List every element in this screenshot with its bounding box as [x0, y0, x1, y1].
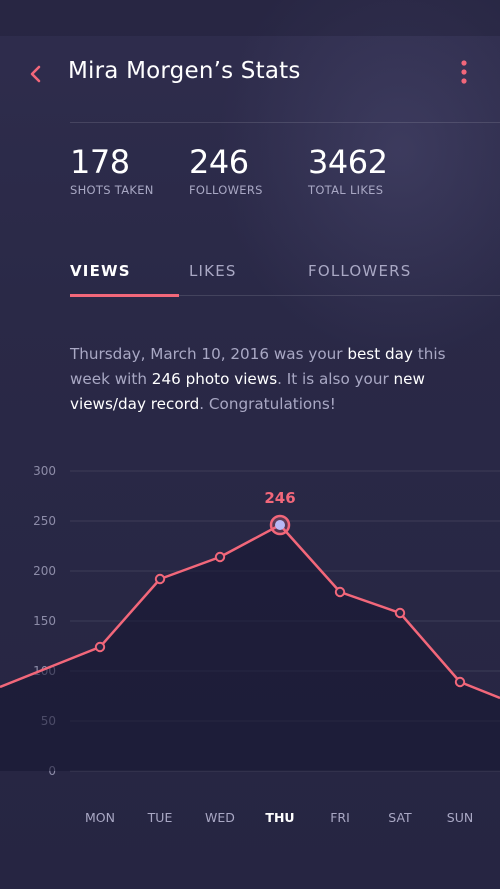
data-label: 246: [264, 489, 295, 507]
message-text: Thursday, March 10, 2016 was your: [70, 345, 348, 363]
stat-label: TOTAL LIKES: [308, 183, 384, 197]
data-point: [394, 607, 406, 619]
message-highlight: 246 photo views: [151, 370, 278, 388]
data-point: [454, 676, 466, 688]
stat-value: 246: [189, 143, 249, 181]
tab-views[interactable]: VIEWS: [70, 262, 131, 280]
x-tick-label: MON: [85, 810, 115, 825]
views-line-chart: 050100150200250300246MONTUEWEDTHUFRISATS…: [0, 464, 500, 825]
x-tick-label: SAT: [388, 810, 412, 825]
stat-label: FOLLOWERS: [189, 183, 263, 197]
page-title: Mira Morgen’s Stats: [68, 58, 301, 84]
stat-value: 3462: [308, 143, 388, 181]
stat-label: SHOTS TAKEN: [70, 183, 154, 197]
y-tick-label: 300: [33, 464, 56, 478]
data-point: [94, 641, 106, 653]
series-area: [0, 525, 500, 771]
more-vertical-icon[interactable]: [454, 58, 474, 90]
x-tick-label: WED: [205, 810, 235, 825]
stat-shots-taken: 178 SHOTS TAKEN: [70, 143, 154, 197]
stat-total-likes: 3462 TOTAL LIKES: [308, 143, 388, 197]
message-text: . Congratulations!: [199, 395, 336, 413]
best-day-message: Thursday, March 10, 2016 was your best d…: [70, 342, 470, 417]
x-tick-label: FRI: [330, 810, 350, 825]
data-point: [154, 573, 166, 585]
message-highlight: best day: [347, 345, 413, 363]
y-tick-label: 200: [33, 564, 56, 578]
x-tick-label: TUE: [147, 810, 173, 825]
status-bar-area: [0, 0, 500, 36]
data-point: [214, 551, 226, 563]
x-tick-label: SUN: [447, 810, 473, 825]
header: Mira Morgen’s Stats: [0, 46, 500, 102]
message-text: . It is also your: [277, 370, 394, 388]
stat-value: 178: [70, 143, 130, 181]
stat-followers: 246 FOLLOWERS: [189, 143, 263, 197]
data-point: [334, 586, 346, 598]
tab-divider: [179, 295, 500, 296]
tab-likes[interactable]: LIKES: [189, 262, 237, 280]
data-point-highlight: [275, 520, 285, 530]
x-tick-label: THU: [265, 810, 294, 825]
y-tick-label: 250: [33, 514, 56, 528]
message-highlight: new views/day record: [70, 370, 425, 413]
active-tab-indicator: [70, 294, 179, 297]
header-divider: [70, 122, 500, 123]
chevron-left-icon[interactable]: [26, 62, 46, 86]
y-tick-label: 150: [33, 614, 56, 628]
tab-bar: VIEWS LIKES FOLLOWERS: [0, 260, 500, 298]
tab-followers[interactable]: FOLLOWERS: [308, 262, 412, 280]
message-text: this week with: [70, 345, 446, 388]
